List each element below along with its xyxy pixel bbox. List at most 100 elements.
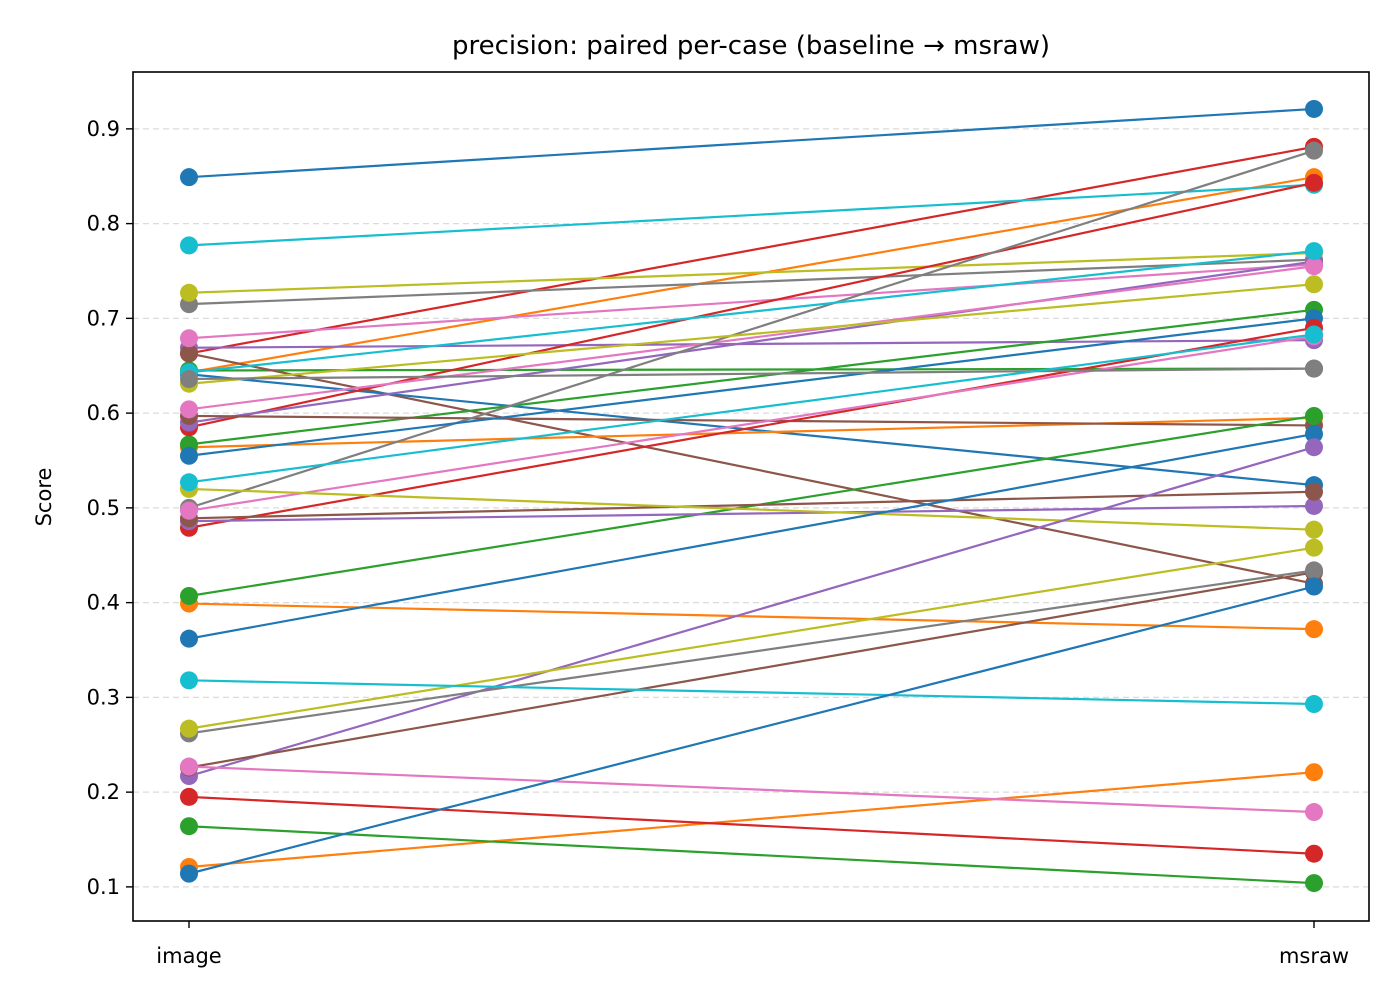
series-line [188, 149, 1315, 509]
x-axis: image msraw [156, 921, 1349, 968]
series-9 [180, 243, 1323, 302]
series-line [188, 107, 1315, 179]
series-33 [180, 817, 1323, 893]
series-37 [180, 757, 1323, 822]
data-point [180, 370, 198, 389]
series-30 [180, 325, 1323, 492]
series-line [188, 283, 1315, 385]
data-point [1305, 803, 1323, 822]
series-38 [180, 561, 1323, 743]
series-line [188, 181, 1315, 429]
series-line [188, 373, 1315, 487]
data-point [1305, 99, 1323, 118]
x-tick-label: image [156, 944, 221, 968]
series-line [188, 308, 1315, 446]
series-40 [180, 671, 1323, 714]
data-point [180, 629, 198, 648]
series-39 [180, 538, 1323, 738]
chart-title: precision: paired per-case (baseline → m… [452, 31, 1050, 61]
series-line [188, 317, 1315, 457]
y-tick-label: 0.5 [87, 496, 120, 520]
series-29 [180, 479, 1323, 539]
series-35 [180, 438, 1323, 786]
series-line [188, 258, 1315, 306]
series-11 [180, 365, 1323, 495]
series-26 [180, 482, 1323, 528]
series-12 [180, 408, 1323, 457]
data-point [1305, 520, 1323, 539]
data-point [1305, 482, 1323, 501]
data-point [1305, 763, 1323, 782]
data-point [1305, 257, 1323, 276]
data-point [180, 236, 198, 255]
data-point [180, 473, 198, 492]
data-point [180, 719, 198, 738]
data-point [180, 400, 198, 419]
data-point [1305, 424, 1323, 443]
series-41 [180, 577, 1323, 883]
plot-frame [132, 71, 1370, 922]
series-line [188, 569, 1315, 735]
series-line [188, 367, 1315, 372]
data-point [180, 168, 198, 187]
data-point [1305, 325, 1323, 344]
data-point [1305, 141, 1323, 160]
data-point [1305, 406, 1323, 425]
series-line [188, 251, 1315, 294]
data-point [180, 671, 198, 690]
series-36 [180, 563, 1323, 777]
data-point [1305, 242, 1323, 261]
data-point [180, 501, 198, 520]
series-line [188, 263, 1315, 340]
series-line [188, 265, 1315, 411]
series-line [188, 333, 1315, 484]
data-point [1305, 844, 1323, 863]
y-tick-label: 0.9 [87, 117, 120, 141]
series-line [188, 771, 1315, 869]
series-line [188, 602, 1315, 631]
series-line [188, 367, 1315, 381]
data-point [1305, 874, 1323, 893]
data-point [1305, 496, 1323, 515]
series-31 [180, 424, 1323, 648]
data-point [1305, 438, 1323, 457]
data-point [180, 757, 198, 776]
data-point [1305, 695, 1323, 714]
y-axis: 0.1 0.2 0.3 0.4 0.5 0.6 0.7 0.8 0.9 [87, 117, 133, 899]
data-point [1305, 275, 1323, 294]
series-line [188, 335, 1315, 512]
series-line [188, 546, 1315, 730]
series-17 [180, 257, 1323, 419]
series-group [180, 99, 1323, 893]
series-14 [180, 173, 1323, 437]
y-tick-label: 0.2 [87, 780, 120, 804]
y-tick-label: 0.6 [87, 401, 120, 425]
y-tick-label: 0.7 [87, 306, 120, 330]
y-tick-label: 0.8 [87, 212, 120, 236]
data-point [180, 446, 198, 465]
data-point [180, 817, 198, 836]
series-line [188, 585, 1315, 875]
data-point [1305, 620, 1323, 639]
data-point [180, 787, 198, 806]
series-32 [180, 763, 1323, 876]
series-line [188, 504, 1315, 523]
data-point [1305, 561, 1323, 580]
series-34 [180, 787, 1323, 863]
data-point [1305, 577, 1323, 596]
data-point [180, 283, 198, 302]
series-10 [180, 175, 1323, 255]
series-line [188, 446, 1315, 778]
series-line [188, 490, 1315, 520]
data-point [180, 329, 198, 348]
series-line [188, 249, 1315, 374]
series-line [188, 145, 1315, 355]
series-19 [180, 275, 1323, 393]
series-line [188, 825, 1315, 885]
series-28 [180, 359, 1323, 389]
series-line [188, 260, 1315, 424]
data-point [1305, 359, 1323, 378]
series-8 [180, 250, 1323, 314]
series-line [188, 326, 1315, 529]
